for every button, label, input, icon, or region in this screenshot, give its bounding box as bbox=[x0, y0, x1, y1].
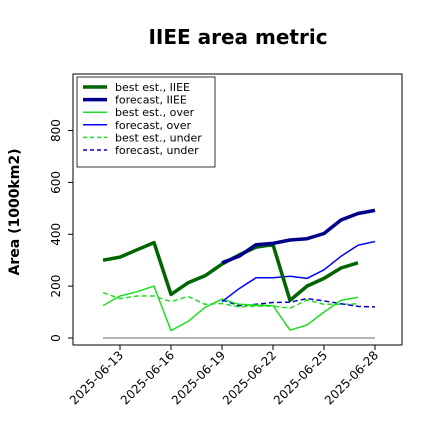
y-tick-label: 600 bbox=[49, 171, 63, 194]
legend-label: forecast, under bbox=[115, 144, 199, 157]
x-tick-label: 2025-06-22 bbox=[220, 348, 279, 407]
legend-label: best est., IIEE bbox=[115, 81, 190, 94]
legend-label: best est., under bbox=[115, 131, 202, 144]
y-tick-label: 400 bbox=[49, 223, 63, 246]
legend-box bbox=[76, 76, 216, 168]
chart-title: IIEE area metric bbox=[148, 25, 327, 49]
legend-label: forecast, over bbox=[115, 119, 191, 132]
x-tick-label: 2025-06-25 bbox=[271, 348, 330, 407]
series-line-1 bbox=[221, 208, 376, 265]
series-line-3 bbox=[221, 240, 376, 303]
x-tick-label: 2025-06-19 bbox=[169, 348, 228, 407]
plot-frame bbox=[72, 73, 403, 346]
legend-label: forecast, IIEE bbox=[115, 94, 187, 107]
y-axis-label: Area (1000km2) bbox=[7, 149, 23, 276]
y-tick-label: 0 bbox=[49, 334, 63, 342]
y-tick-label: 200 bbox=[49, 275, 63, 298]
x-tick-label: 2025-06-16 bbox=[118, 348, 177, 407]
series-line-2 bbox=[102, 285, 359, 332]
x-tick-label: 2025-06-13 bbox=[67, 348, 126, 407]
legend-label: best est., over bbox=[115, 106, 195, 119]
series-layer bbox=[102, 208, 376, 339]
series-line-5 bbox=[221, 297, 376, 308]
y-tick-label: 800 bbox=[49, 119, 63, 142]
x-tick-label: 2025-06-28 bbox=[322, 348, 381, 407]
series-line-4 bbox=[102, 291, 359, 309]
